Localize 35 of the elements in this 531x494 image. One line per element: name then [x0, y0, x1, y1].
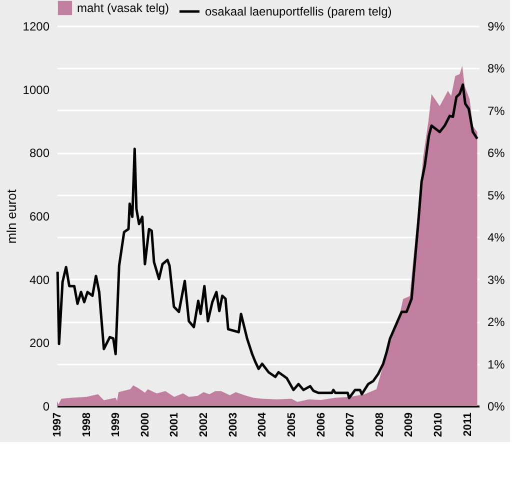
y-tick-label: 1200 [22, 20, 50, 34]
y-tick-label: 400 [29, 272, 50, 287]
x-tick-label: 1999 [110, 412, 122, 437]
x-tick-label: 2000 [139, 412, 152, 437]
y2-tick-label: 8% [488, 62, 506, 76]
x-tick-label: 2011 [462, 412, 474, 436]
y-tick-label: 200 [29, 336, 50, 350]
y2-tick-label: 4% [488, 230, 506, 245]
x-tick-label: 2002 [198, 412, 210, 437]
y-tick-label: 800 [29, 146, 50, 160]
x-tick-label: 1997 [52, 412, 64, 437]
x-tick-label: 2007 [344, 412, 357, 437]
y-tick-label: 600 [29, 210, 50, 224]
y2-tick-label: 2% [488, 315, 506, 330]
y-tick-label: 0 [42, 400, 50, 414]
legend-label: osakaal laenuportfellis (parem telg) [205, 4, 392, 18]
x-tick-label: 2004 [256, 412, 269, 437]
x-tick-label: 2001 [168, 412, 181, 437]
y2-tick-label: 9% [488, 20, 506, 34]
y2-tick-label: 6% [488, 146, 506, 160]
y2-tick-label: 3% [488, 272, 506, 287]
x-tick-label: 2006 [315, 412, 328, 437]
legend-label: maht (vasak telg) [77, 1, 170, 15]
y2-tick-label: 1% [488, 357, 506, 372]
y-tick-label: 1000 [22, 82, 50, 97]
x-tick-label: 1998 [80, 412, 93, 437]
y2-tick-label: 0% [488, 400, 506, 414]
y2-tick-label: 7% [488, 104, 506, 118]
y-axis-title: mln eurot [4, 189, 19, 244]
y2-tick-label: 5% [488, 188, 506, 202]
x-tick-label: 2003 [227, 412, 240, 437]
x-tick-label: 2009 [403, 412, 416, 437]
x-tick-label: 2008 [374, 412, 386, 437]
x-tick-label: 2005 [286, 412, 298, 437]
x-tick-label: 2010 [432, 412, 444, 437]
